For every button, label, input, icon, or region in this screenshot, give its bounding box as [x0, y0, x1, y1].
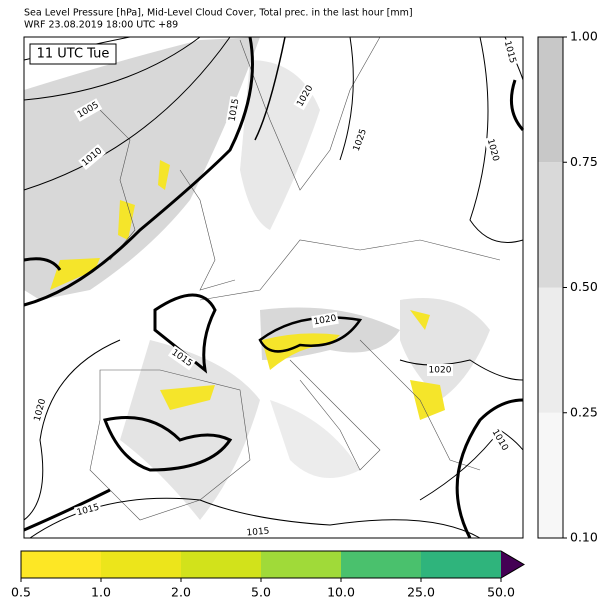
tick-label: 2.0	[171, 585, 191, 600]
contour-label: 1015	[228, 98, 242, 122]
contour-label-bg	[311, 311, 339, 329]
precip-areas	[50, 160, 445, 420]
contour-label-bg	[483, 135, 503, 165]
tick-label: 5.0	[251, 585, 271, 600]
contour-label: 1020	[429, 366, 452, 376]
colorbar-extend	[501, 551, 524, 578]
contour-label-bg	[225, 96, 243, 124]
contour-label: 1020	[313, 314, 338, 328]
coastlines	[89, 36, 501, 521]
tick-label: 25.0	[407, 585, 435, 600]
contour-label-bg	[500, 37, 520, 67]
contour-label-bg	[244, 524, 272, 540]
tick-label: 0.75	[570, 154, 598, 169]
tick-label: 10.0	[327, 585, 355, 600]
colorbar-segment	[21, 551, 101, 578]
colorbar-segment	[538, 162, 563, 288]
colorbar-frame	[20, 550, 525, 579]
tick-label: 1.00	[570, 29, 598, 44]
colorbar-segment	[261, 551, 341, 578]
pressure-contours	[23, 36, 525, 539]
tick-label: 1.0	[91, 585, 111, 600]
colorbar-segment	[538, 287, 563, 413]
time-box	[29, 43, 117, 65]
contour-label-bg	[73, 98, 103, 122]
map-frame	[23, 36, 524, 539]
title-line: Sea Level Pressure [hPa], Mid-Level Clou…	[24, 8, 413, 19]
contour-label-bg	[427, 364, 453, 376]
tick-label: 50.0	[487, 585, 515, 600]
precip-colorbar: 0.5 1.0 2.0 5.0 10.0 25.0 50.0	[11, 550, 525, 600]
contour-label: 1015	[246, 527, 270, 539]
colorbar-segment	[538, 37, 563, 163]
tick-label: 0.25	[570, 404, 598, 419]
contour-label-bg	[73, 500, 103, 520]
contour-label-bg	[349, 125, 371, 155]
colorbar-segment	[421, 551, 501, 578]
contour-label-bg	[293, 81, 317, 111]
tick-label: 0.10	[570, 530, 598, 545]
colorbar-segment	[101, 551, 181, 578]
title-line: WRF 23.08.2019 18:00 UTC +89	[24, 20, 178, 31]
tick-label: 0.5	[11, 585, 31, 600]
contour-label-bg	[78, 144, 106, 170]
contour-label-bg	[167, 345, 197, 371]
colorbar-segment	[181, 551, 261, 578]
colorbar-segment	[341, 551, 421, 578]
contour-label-bg	[488, 425, 512, 455]
colorbar-segment	[538, 412, 563, 538]
time-label: 11 UTC Tue	[37, 47, 110, 62]
cloud-colorbar: 0.10 0.25 0.50 0.75 1.00	[537, 29, 598, 545]
contour-label-bg	[30, 395, 50, 425]
tick-label: 0.50	[570, 279, 598, 294]
